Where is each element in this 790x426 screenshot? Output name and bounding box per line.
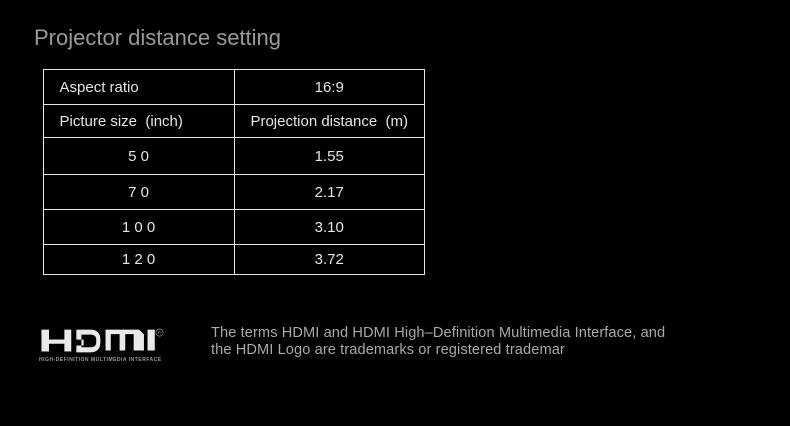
svg-text:R: R [158,330,161,335]
